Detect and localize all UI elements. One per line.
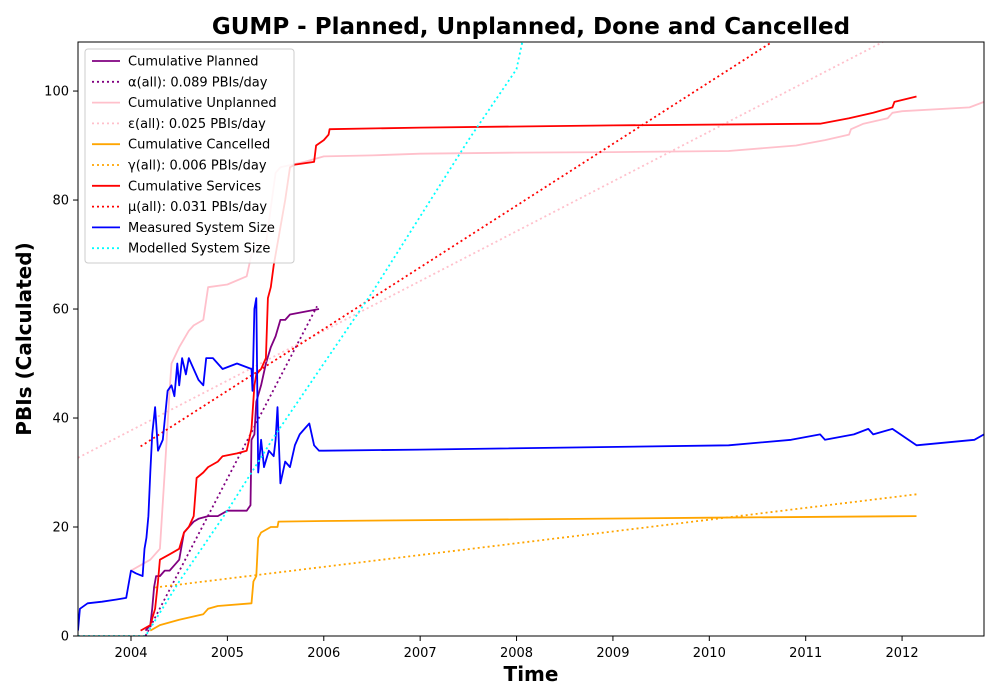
series-line-4 (149, 515, 917, 632)
legend-frame (84, 48, 295, 264)
x-tick-label: 2012 (886, 646, 919, 661)
series-line-6 (140, 95, 917, 632)
x-tick-label: 2005 (211, 646, 244, 661)
legend-label: Measured System Size (128, 221, 275, 236)
y-tick-label: 20 (52, 521, 69, 536)
legend-label: ε(all): 0.025 PBIs/day (128, 117, 266, 132)
legend-label: Cumulative Unplanned (128, 96, 277, 111)
legend-label: Cumulative Cancelled (128, 138, 270, 153)
legend-label: α(all): 0.089 PBIs/day (128, 75, 268, 90)
y-axis: 0 20 40 60 80 100 (44, 85, 78, 645)
x-tick-label: 2007 (404, 646, 437, 661)
y-tick-label: 80 (52, 194, 69, 209)
legend: Cumulative Planned α(all): 0.089 PBIs/day… (84, 48, 295, 264)
chart-title: GUMP - Planned, Unplanned, Done and Canc… (212, 14, 850, 40)
x-tick-label: 2011 (789, 646, 822, 661)
x-tick-label: 2004 (114, 646, 147, 661)
y-tick-label: 40 (52, 412, 69, 427)
legend-label: γ(all): 0.006 PBIs/day (128, 159, 267, 174)
series-line-1 (144, 305, 318, 636)
x-tick-label: 2006 (307, 646, 340, 661)
x-axis-title: Time (504, 662, 559, 686)
series-line-0 (144, 308, 320, 632)
y-axis-title: PBIs (Calculated) (12, 242, 36, 435)
legend-label: Modelled System Size (128, 242, 270, 257)
axes-frame (77, 41, 985, 637)
series-line-8 (78, 297, 984, 631)
legend-label: Cumulative Planned (128, 55, 258, 70)
x-tick-label: 2009 (596, 646, 629, 661)
legend-label: Cumulative Services (128, 179, 261, 194)
series-line-5 (154, 493, 917, 589)
y-tick-label: 100 (44, 85, 69, 100)
y-tick-label: 60 (52, 303, 69, 318)
x-tick-label: 2008 (500, 646, 533, 661)
y-tick-label: 0 (61, 630, 69, 645)
legend-label: μ(all): 0.031 PBIs/day (128, 200, 267, 215)
x-axis: 2004 2005 2006 2007 2008 2009 2010 2011 2012 (114, 636, 919, 661)
series-line-9 (78, 42, 524, 636)
x-tick-label: 2010 (693, 646, 726, 661)
series-line-3 (78, 42, 884, 459)
